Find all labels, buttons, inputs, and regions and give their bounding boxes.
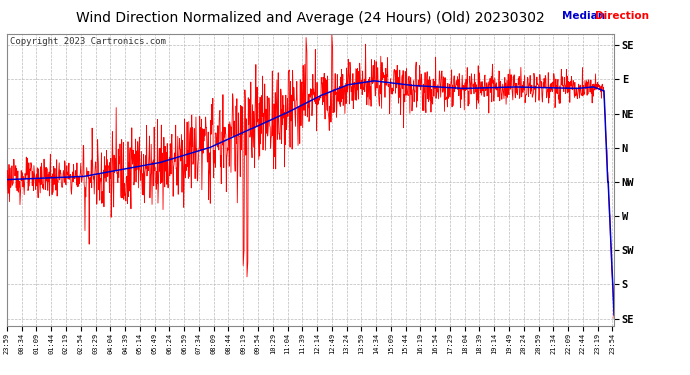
Text: Wind Direction Normalized and Average (24 Hours) (Old) 20230302: Wind Direction Normalized and Average (2… [76,11,545,25]
Text: Direction: Direction [595,11,649,21]
Text: Median: Median [562,11,605,21]
Text: Copyright 2023 Cartronics.com: Copyright 2023 Cartronics.com [10,37,166,46]
